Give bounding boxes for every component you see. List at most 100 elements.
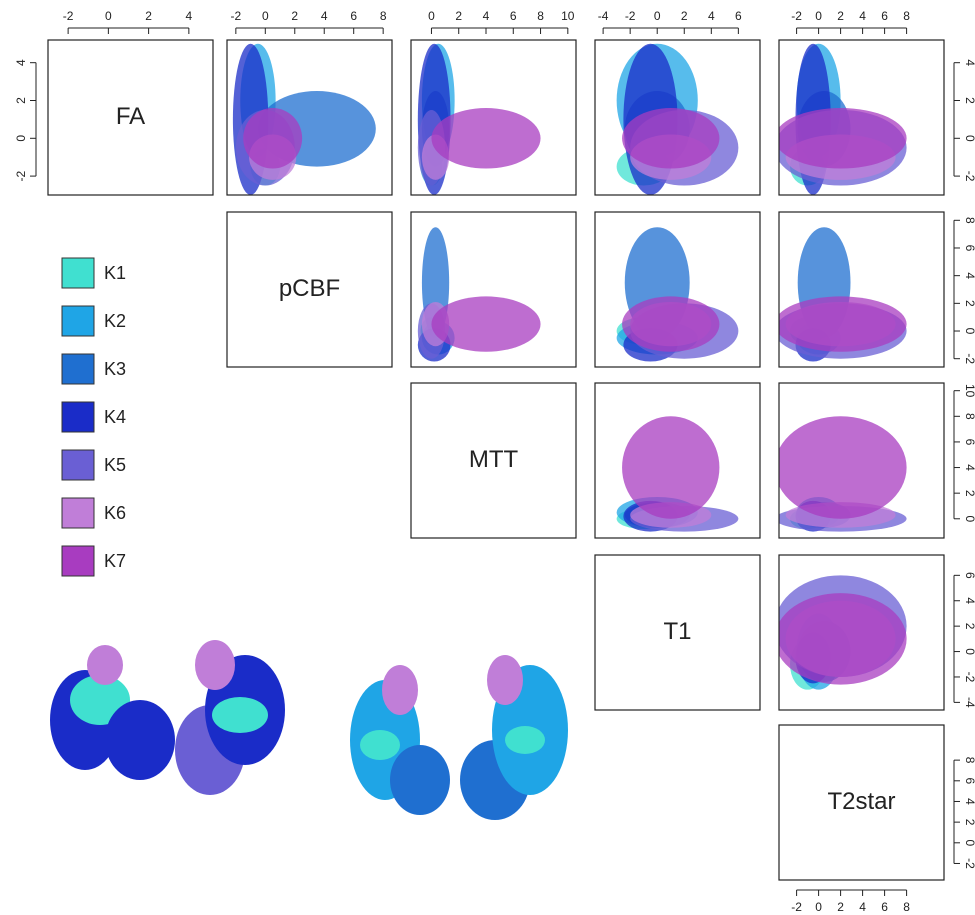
legend-swatch bbox=[61, 497, 95, 529]
panel-frame bbox=[778, 382, 945, 539]
y-tick-label: 2 bbox=[963, 300, 975, 307]
y-tick-label: 2 bbox=[963, 97, 975, 104]
scatter-panel bbox=[417, 43, 541, 195]
x-tick-label: 8 bbox=[537, 9, 544, 23]
panel-frame bbox=[410, 211, 577, 368]
x-tick-label: 6 bbox=[881, 900, 888, 914]
y-tick-label: -4 bbox=[963, 697, 975, 708]
x-tick-label: -4 bbox=[598, 9, 609, 23]
x-tick-label: 0 bbox=[428, 9, 435, 23]
cluster-cloud bbox=[622, 416, 720, 519]
diagonal-label: T2star bbox=[827, 788, 895, 815]
x-tick-label: 4 bbox=[186, 9, 193, 23]
panel-frame bbox=[778, 554, 945, 711]
panel-frame bbox=[226, 39, 393, 196]
y-tick-label: 0 bbox=[963, 839, 975, 846]
scatter-panel bbox=[616, 43, 739, 195]
y-tick-label: 2 bbox=[963, 623, 975, 630]
panel-frame bbox=[47, 39, 214, 196]
y-tick-label: 4 bbox=[963, 464, 975, 471]
cluster-cloud bbox=[622, 296, 720, 352]
cluster-cloud bbox=[431, 108, 541, 169]
y-tick-label: 4 bbox=[14, 59, 28, 66]
cluster-cloud bbox=[779, 416, 907, 519]
x-tick-label: 2 bbox=[145, 9, 152, 23]
y-tick-label: 8 bbox=[963, 757, 975, 764]
cluster-cloud bbox=[431, 296, 541, 352]
scatter-panel bbox=[616, 227, 739, 362]
x-tick-label: 6 bbox=[881, 9, 888, 23]
panel-frame bbox=[594, 39, 761, 196]
y-tick-label: 6 bbox=[963, 439, 975, 446]
y-tick-label: -2 bbox=[963, 171, 975, 182]
panel-frame bbox=[778, 39, 945, 196]
legend-label: K2 bbox=[104, 311, 126, 331]
diagonal-label: T1 bbox=[663, 618, 691, 645]
panel-frame bbox=[410, 382, 577, 539]
cluster-cloud bbox=[622, 108, 720, 169]
y-tick-label: 2 bbox=[963, 490, 975, 497]
x-tick-label: 8 bbox=[903, 9, 910, 23]
x-tick-label: 4 bbox=[321, 9, 328, 23]
scatter-panel bbox=[779, 575, 907, 690]
y-tick-label: 2 bbox=[963, 819, 975, 826]
x-tick-label: -2 bbox=[791, 9, 802, 23]
x-tick-label: 4 bbox=[708, 9, 715, 23]
x-tick-label: 0 bbox=[105, 9, 112, 23]
cluster-cloud bbox=[243, 108, 303, 169]
y-tick-label: 4 bbox=[963, 272, 975, 279]
y-tick-label: 0 bbox=[963, 135, 975, 142]
x-tick-label: 6 bbox=[350, 9, 357, 23]
scatter-panel bbox=[779, 227, 907, 362]
panel-frame bbox=[226, 211, 393, 368]
legend-swatch bbox=[61, 353, 95, 385]
x-tick-label: -2 bbox=[791, 900, 802, 914]
cluster-cloud bbox=[779, 108, 907, 169]
x-tick-label: 0 bbox=[654, 9, 661, 23]
legend-label: K7 bbox=[104, 551, 126, 571]
legend-swatch bbox=[61, 449, 95, 481]
x-tick-label: -2 bbox=[63, 9, 74, 23]
y-tick-label: 6 bbox=[963, 245, 975, 252]
x-tick-label: -2 bbox=[231, 9, 242, 23]
x-tick-label: 2 bbox=[291, 9, 298, 23]
x-tick-label: 0 bbox=[815, 9, 822, 23]
y-tick-label: 10 bbox=[963, 384, 975, 398]
y-tick-label: 4 bbox=[963, 59, 975, 66]
x-tick-label: 6 bbox=[735, 9, 742, 23]
legend-label: K6 bbox=[104, 503, 126, 523]
y-tick-label: 6 bbox=[963, 777, 975, 784]
diagonal-label: pCBF bbox=[279, 275, 340, 302]
y-tick-label: 4 bbox=[963, 597, 975, 604]
y-tick-label: 0 bbox=[14, 135, 28, 142]
scatter-panel bbox=[779, 43, 907, 195]
legend-label: K5 bbox=[104, 455, 126, 475]
y-tick-label: -2 bbox=[963, 858, 975, 869]
y-tick-label: 2 bbox=[14, 97, 28, 104]
legend-label: K3 bbox=[104, 359, 126, 379]
x-tick-label: 2 bbox=[837, 9, 844, 23]
panel-frame bbox=[410, 39, 577, 196]
diagonal-label: FA bbox=[116, 103, 145, 130]
x-tick-label: 2 bbox=[455, 9, 462, 23]
panel-frame bbox=[594, 211, 761, 368]
brain-render-right bbox=[350, 655, 568, 820]
y-tick-label: -2 bbox=[963, 353, 975, 364]
x-tick-label: 10 bbox=[561, 9, 575, 23]
x-tick-label: 0 bbox=[815, 900, 822, 914]
y-tick-label: -2 bbox=[963, 672, 975, 683]
y-tick-label: 0 bbox=[963, 515, 975, 522]
y-tick-label: 8 bbox=[963, 217, 975, 224]
scatter-panel bbox=[616, 416, 739, 532]
legend-swatch bbox=[61, 257, 95, 289]
y-tick-label: 8 bbox=[963, 413, 975, 420]
panel-frame bbox=[778, 211, 945, 368]
legend-label: K1 bbox=[104, 263, 126, 283]
scatter-panel bbox=[232, 43, 376, 195]
y-tick-label: 0 bbox=[963, 648, 975, 655]
panel-frame bbox=[594, 382, 761, 539]
legend-swatch bbox=[61, 305, 95, 337]
x-tick-label: 2 bbox=[681, 9, 688, 23]
y-tick-label: 4 bbox=[963, 798, 975, 805]
